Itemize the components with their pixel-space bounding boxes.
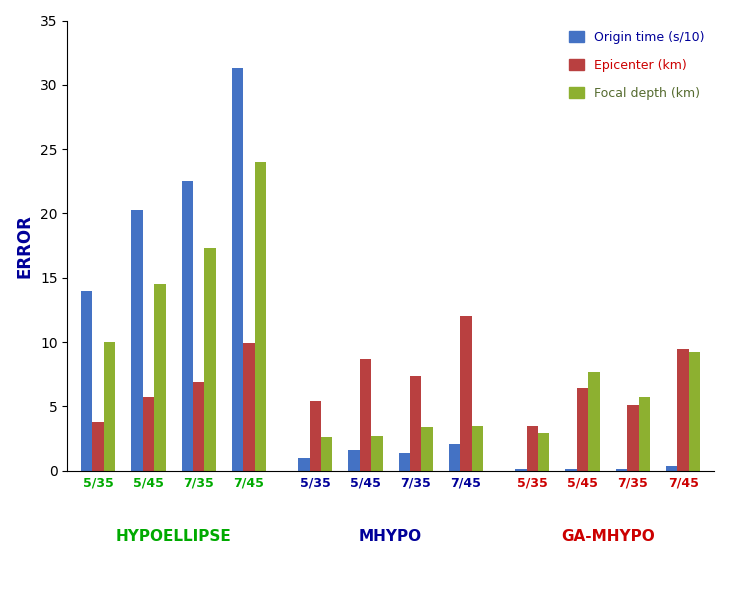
Bar — [588, 371, 600, 471]
Bar — [472, 426, 483, 471]
Bar — [616, 469, 627, 471]
Bar — [93, 422, 104, 471]
Text: HYPOELLIPSE: HYPOELLIPSE — [116, 529, 231, 544]
Bar — [104, 342, 115, 471]
Bar — [677, 348, 689, 471]
Bar — [460, 317, 472, 471]
Bar — [421, 427, 433, 471]
Y-axis label: ERROR: ERROR — [15, 214, 33, 278]
Bar — [566, 469, 577, 471]
Bar — [131, 210, 143, 471]
Bar — [627, 405, 639, 471]
Bar — [310, 401, 321, 471]
Text: MHYPO: MHYPO — [359, 529, 422, 544]
Bar — [371, 436, 383, 471]
Bar — [193, 382, 204, 471]
Bar — [410, 376, 421, 471]
Bar — [298, 458, 310, 471]
Bar — [639, 398, 650, 471]
Bar — [399, 453, 410, 471]
Bar — [348, 450, 360, 471]
Bar — [577, 389, 588, 471]
Bar — [360, 359, 371, 471]
Legend: Origin time (s/10), Epicenter (km), Focal depth (km): Origin time (s/10), Epicenter (km), Foca… — [565, 27, 708, 103]
Bar — [515, 469, 526, 471]
Bar — [449, 444, 460, 471]
Bar — [143, 398, 154, 471]
Bar — [526, 426, 538, 471]
Bar — [689, 353, 701, 471]
Bar — [154, 284, 165, 471]
Bar — [666, 465, 677, 471]
Bar — [81, 291, 93, 471]
Text: GA-MHYPO: GA-MHYPO — [561, 529, 655, 544]
Bar — [538, 434, 550, 471]
Bar — [182, 181, 193, 471]
Bar — [243, 343, 254, 471]
Bar — [321, 437, 332, 471]
Bar — [254, 162, 266, 471]
Bar — [232, 68, 243, 471]
Bar — [204, 248, 216, 471]
